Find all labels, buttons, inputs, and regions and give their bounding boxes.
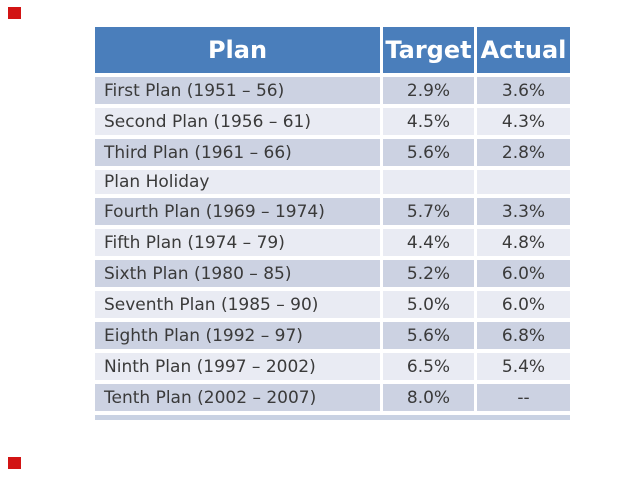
plan-cell: Seventh Plan (1985 – 90) xyxy=(95,291,383,318)
target-cell: 5.2% xyxy=(383,260,477,287)
plan-cell: Third Plan (1961 – 66) xyxy=(95,139,383,166)
plan-cell: Second Plan (1956 – 61) xyxy=(95,108,383,135)
table-row: Tenth Plan (2002 – 2007) 8.0% -- xyxy=(95,384,570,411)
plan-cell: Tenth Plan (2002 – 2007) xyxy=(95,384,383,411)
five-year-plans-table: Plan Target Actual First Plan (1951 – 56… xyxy=(95,27,570,420)
plan-cell: Ninth Plan (1997 – 2002) xyxy=(95,353,383,380)
actual-cell xyxy=(477,170,570,194)
actual-cell: 4.8% xyxy=(477,229,570,256)
column-header-plan: Plan xyxy=(95,27,383,73)
target-cell xyxy=(383,170,477,194)
red-square-marker-top xyxy=(8,7,21,19)
actual-cell: 6.0% xyxy=(477,291,570,318)
actual-cell: 4.3% xyxy=(477,108,570,135)
table-row: Ninth Plan (1997 – 2002) 6.5% 5.4% xyxy=(95,353,570,380)
actual-cell: 6.8% xyxy=(477,322,570,349)
plan-cell: Fourth Plan (1969 – 1974) xyxy=(95,198,383,225)
table-row: Third Plan (1961 – 66) 5.6% 2.8% xyxy=(95,139,570,166)
table-row: Sixth Plan (1980 – 85) 5.2% 6.0% xyxy=(95,260,570,287)
table-row: Second Plan (1956 – 61) 4.5% 4.3% xyxy=(95,108,570,135)
target-cell: 8.0% xyxy=(383,384,477,411)
table-header-row: Plan Target Actual xyxy=(95,27,570,73)
table-row: Seventh Plan (1985 – 90) 5.0% 6.0% xyxy=(95,291,570,318)
table-body: First Plan (1951 – 56) 2.9% 3.6% Second … xyxy=(95,77,570,411)
target-cell: 6.5% xyxy=(383,353,477,380)
column-header-actual: Actual xyxy=(477,27,570,73)
actual-cell: 3.3% xyxy=(477,198,570,225)
table-row: Fourth Plan (1969 – 1974) 5.7% 3.3% xyxy=(95,198,570,225)
table-row: Eighth Plan (1992 – 97) 5.6% 6.8% xyxy=(95,322,570,349)
column-header-target: Target xyxy=(383,27,477,73)
target-cell: 4.4% xyxy=(383,229,477,256)
target-cell: 5.0% xyxy=(383,291,477,318)
target-cell: 4.5% xyxy=(383,108,477,135)
actual-cell: 3.6% xyxy=(477,77,570,104)
plan-cell: Sixth Plan (1980 – 85) xyxy=(95,260,383,287)
actual-cell: 6.0% xyxy=(477,260,570,287)
target-cell: 5.6% xyxy=(383,322,477,349)
target-cell: 5.6% xyxy=(383,139,477,166)
target-cell: 2.9% xyxy=(383,77,477,104)
plan-cell: Fifth Plan (1974 – 79) xyxy=(95,229,383,256)
plan-cell: Plan Holiday xyxy=(95,170,383,194)
actual-cell: 2.8% xyxy=(477,139,570,166)
table-row: First Plan (1951 – 56) 2.9% 3.6% xyxy=(95,77,570,104)
plan-cell: Eighth Plan (1992 – 97) xyxy=(95,322,383,349)
table-row: Plan Holiday xyxy=(95,170,570,194)
red-square-marker-bottom xyxy=(8,457,21,469)
table-row: Fifth Plan (1974 – 79) 4.4% 4.8% xyxy=(95,229,570,256)
target-cell: 5.7% xyxy=(383,198,477,225)
plan-cell: First Plan (1951 – 56) xyxy=(95,77,383,104)
actual-cell: 5.4% xyxy=(477,353,570,380)
table-bottom-border xyxy=(95,415,570,420)
actual-cell: -- xyxy=(477,384,570,411)
